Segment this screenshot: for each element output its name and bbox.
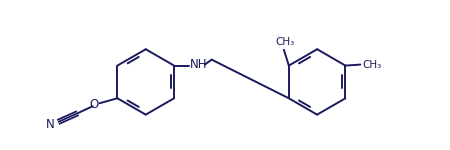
Text: NH: NH [190, 58, 207, 71]
Text: CH₃: CH₃ [275, 37, 294, 47]
Text: N: N [46, 118, 54, 130]
Text: O: O [90, 98, 99, 111]
Text: CH₃: CH₃ [362, 60, 382, 70]
